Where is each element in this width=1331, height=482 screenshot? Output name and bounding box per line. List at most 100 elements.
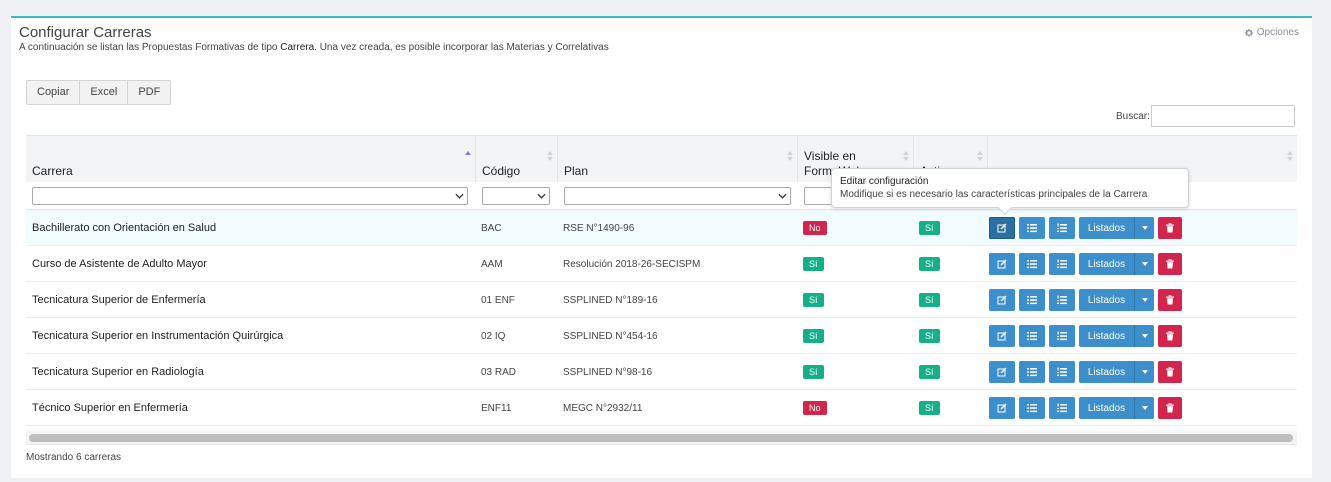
listados-caret-button[interactable] [1134,325,1154,347]
edit-icon [997,223,1007,233]
list-icon [1027,404,1037,413]
carreras-panel: Configurar Carreras A continuación se li… [11,16,1312,478]
listados-button[interactable]: Listados [1079,289,1134,311]
visible-badge: Sí [803,257,824,271]
codigo-value: AAM [481,258,503,270]
plan-value: SSPLINED N°189-16 [563,294,658,306]
listados-dropdown: Listados [1079,289,1154,311]
carrera-name: Bachillerato con Orientación en Salud [32,222,217,234]
ordered-list-icon [1057,259,1067,269]
listados-caret-button[interactable] [1134,361,1154,383]
excel-button[interactable]: Excel [79,80,129,105]
pdf-button[interactable]: PDF [127,80,172,105]
table-info: Mostrando 6 carreras [26,452,122,463]
plan-value: SSPLINED N°98-16 [563,366,653,378]
horizontal-scrollbar[interactable] [26,431,1297,445]
correlativas-list-button[interactable] [1049,253,1075,275]
list-icon [1027,368,1037,377]
delete-button[interactable] [1158,397,1182,419]
edit-config-button[interactable] [989,253,1015,275]
chevron-down-icon [455,193,464,199]
filter-plan-select[interactable] [564,187,791,205]
row-actions: Listados [989,289,1182,311]
carrera-name: Curso de Asistente de Adulto Mayor [32,258,207,270]
delete-button[interactable] [1158,325,1182,347]
edit-tooltip: Editar configuración Modifique si es nec… [831,168,1189,216]
materias-list-button[interactable] [1019,325,1045,347]
delete-button[interactable] [1158,217,1182,239]
trash-icon [1166,367,1174,377]
options-label: Opciones [1256,27,1299,38]
sort-icon [977,151,983,163]
plan-value: MEGC N°2932/11 [563,402,643,414]
tooltip-title: Editar configuración [840,176,929,187]
trash-icon [1166,295,1174,305]
listados-button[interactable]: Listados [1079,361,1134,383]
correlativas-list-button[interactable] [1049,397,1075,419]
listados-caret-button[interactable] [1134,217,1154,239]
table-body: Bachillerato con Orientación en Salud BA… [26,210,1297,426]
visible-badge: Sí [803,293,824,307]
listados-button[interactable]: Listados [1079,253,1134,275]
materias-list-button[interactable] [1019,397,1045,419]
edit-config-button[interactable] [989,397,1015,419]
ordered-list-icon [1057,331,1067,341]
search-input[interactable] [1150,105,1295,127]
activa-badge: Sí [919,293,940,307]
carrera-name: Tecnicatura Superior de Enfermería [32,294,206,306]
delete-button[interactable] [1158,289,1182,311]
sort-icon [787,151,793,163]
correlativas-list-button[interactable] [1049,289,1075,311]
trash-icon [1166,403,1174,413]
listados-dropdown: Listados [1079,217,1154,239]
delete-button[interactable] [1158,253,1182,275]
sort-icon [903,151,909,163]
listados-button[interactable]: Listados [1079,397,1134,419]
table-row: Curso de Asistente de Adulto Mayor AAM R… [26,246,1297,282]
activa-badge: Sí [919,257,940,271]
export-buttons: Copiar Excel PDF [26,80,172,105]
listados-dropdown: Listados [1079,253,1154,275]
correlativas-list-button[interactable] [1049,361,1075,383]
correlativas-list-button[interactable] [1049,217,1075,239]
listados-dropdown: Listados [1079,397,1154,419]
delete-button[interactable] [1158,361,1182,383]
column-header-codigo[interactable]: Código [476,136,558,183]
listados-caret-button[interactable] [1134,289,1154,311]
filter-codigo-select[interactable] [482,187,550,205]
column-header-carrera[interactable]: Carrera [26,136,476,183]
edit-config-button[interactable] [989,325,1015,347]
copy-button[interactable]: Copiar [26,80,81,105]
listados-button[interactable]: Listados [1079,217,1134,239]
materias-list-button[interactable] [1019,217,1045,239]
activa-badge: Sí [919,401,940,415]
correlativas-list-button[interactable] [1049,325,1075,347]
table-row: Tecnicatura Superior en Radiología 03 RA… [26,354,1297,390]
edit-config-button[interactable] [989,361,1015,383]
row-actions: Listados [989,397,1182,419]
visible-badge: No [803,401,827,415]
sort-ascending-icon [465,151,471,163]
filter-carrera-select[interactable] [32,187,468,205]
options-link[interactable]: Opciones [1244,27,1299,38]
column-header-plan[interactable]: Plan [558,136,798,183]
table-row: Tecnicatura Superior de Enfermería 01 EN… [26,282,1297,318]
materias-list-button[interactable] [1019,289,1045,311]
ordered-list-icon [1057,295,1067,305]
materias-list-button[interactable] [1019,361,1045,383]
edit-config-button[interactable] [989,217,1015,239]
row-actions: Listados [989,325,1182,347]
table-row: Tecnicatura Superior en Instrumentación … [26,318,1297,354]
materias-list-button[interactable] [1019,253,1045,275]
listados-button[interactable]: Listados [1079,325,1134,347]
gear-icon [1244,28,1253,36]
scrollbar-thumb[interactable] [29,434,1293,442]
listados-caret-button[interactable] [1134,397,1154,419]
list-icon [1027,224,1037,233]
search-label: Buscar: [1116,110,1150,122]
column-header-actions [988,136,1297,183]
list-icon [1027,296,1037,305]
edit-config-button[interactable] [989,289,1015,311]
listados-caret-button[interactable] [1134,253,1154,275]
